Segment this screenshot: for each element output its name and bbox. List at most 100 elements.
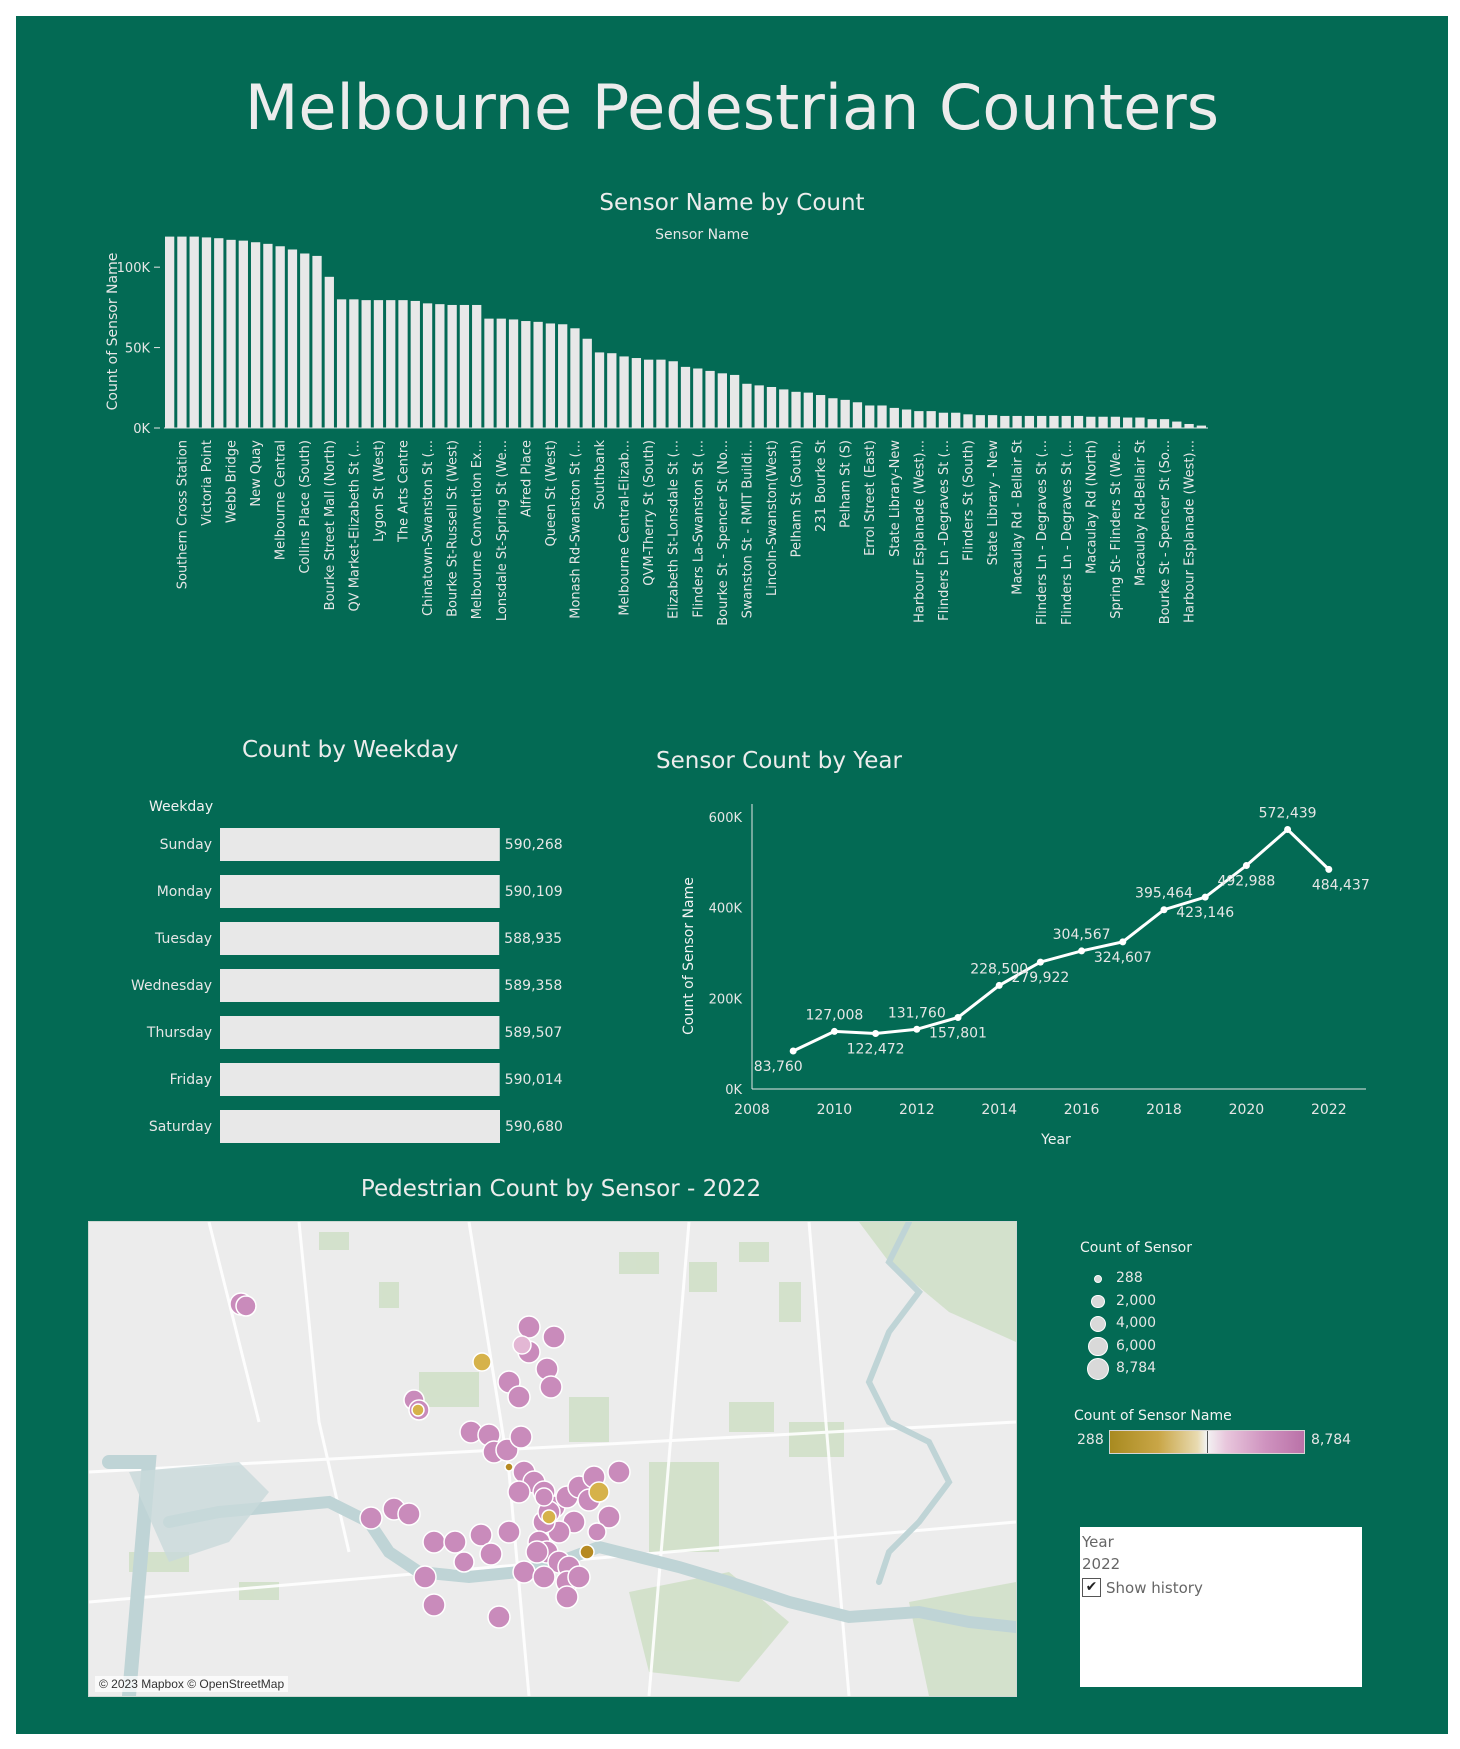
map-attribution[interactable]: © 2023 Mapbox © OpenStreetMap [95,1676,289,1692]
year-point [1036,958,1044,966]
sensor-bar [435,304,445,428]
year-x-tick-label: 2012 [899,1102,935,1118]
weekday-label: Monday [157,884,212,900]
sensor-y-axis-label: Count of Sensor Name [105,253,121,411]
sensor-bar [668,361,678,428]
year-x-axis-label: Year [1040,1132,1071,1148]
sensor-category-label: Lygon St (West) [372,440,387,542]
year-data-label: 228,500 [970,961,1028,977]
year-data-label: 131,760 [888,1005,946,1021]
show-history-checkbox[interactable]: ✔ [1082,1578,1101,1597]
sensor-point [607,1460,631,1484]
sensor-bar [508,319,519,428]
year-data-label: 423,146 [1176,905,1234,921]
weekday-data-label: 590,268 [505,837,563,853]
year-data-label: 484,437 [1312,877,1370,893]
year-filter[interactable]: Year 2022 ✔ Show history [1080,1527,1362,1687]
sensor-category-label: Flinders Ln -Degraves St (... [937,440,952,621]
sensor-point [509,1425,533,1449]
map-parks [129,1222,1016,1696]
sensor-bar [852,402,863,428]
weekday-data-label: 589,507 [504,1025,562,1041]
sensor-point [422,1593,446,1617]
size-legend-label: 8,784 [1116,1360,1157,1376]
map-canvas[interactable] [89,1222,1016,1696]
year-point [1160,906,1168,914]
color-ramp-midline [1207,1431,1208,1453]
sensor-bar [865,405,875,428]
sensor-category-label: Monash Rd-Swanston St (... [568,440,583,619]
sensor-bar [889,407,899,428]
sensor-category-label: Macaulay Rd (North) [1084,440,1099,574]
year-data-label: 83,760 [754,1059,803,1075]
sensor-category-label: Macaulay Rd-Bellair St [1133,440,1148,586]
size-legend-dot [1091,1294,1105,1309]
weekday-bar [220,1110,500,1143]
sensor-bar [373,300,384,428]
sensor-category-label: Flinders La-Swanston St (... [691,440,706,618]
sensor-category-label: Pelham St (South) [790,440,805,557]
sensor-point [539,1375,563,1399]
sensor-bar [459,304,470,428]
weekday-axis-header: Weekday [149,799,213,815]
sensor-category-label: Victoria Point [200,440,215,526]
sensor-bar [914,411,924,428]
weekday-data-label: 588,935 [504,931,562,947]
map-sensor-points [229,1292,631,1629]
sensor-bar [521,321,531,428]
sensor-point [469,1523,493,1547]
year-point [1325,865,1333,873]
sensor-map[interactable]: © 2023 Mapbox © OpenStreetMap [88,1221,1017,1697]
weekday-bar [220,828,500,861]
weekday-label: Friday [170,1072,212,1088]
sensor-bar [275,246,285,428]
sensor-category-label: Harbour Esplanade (West)... [1183,440,1198,623]
show-history-label[interactable]: Show history [1106,1579,1203,1597]
sensor-bar [496,318,506,428]
year-point [872,1029,880,1037]
sensor-point [525,1540,549,1564]
sensor-category-label: State Library - New [986,440,1001,566]
dashboard: Melbourne Pedestrian Counters Sensor Nam… [16,16,1448,1734]
weekday-bar [220,1016,500,1049]
year-data-label: 492,988 [1217,874,1275,890]
sensor-bar [447,304,457,428]
year-data-label: 122,472 [847,1041,905,1057]
size-legend-label: 6,000 [1116,1337,1157,1354]
size-legend-label: 2,000 [1116,1292,1157,1309]
sensor-bar [336,299,347,428]
filter-value[interactable]: 2022 [1082,1555,1121,1573]
color-legend-min: 288 [1077,1432,1104,1448]
year-point [1284,825,1292,833]
sensor-point [504,1462,514,1472]
sensor-bar [1196,425,1206,428]
year-x-tick-label: 2008 [734,1102,770,1118]
sensor-category-label: Flinders Ln - Degraves St (... [1060,440,1075,625]
sensor-bar [189,236,199,428]
sensor-bar-chart: Sensor Name Count of Sensor Name 0K 50K 100K… [105,227,1208,626]
year-y-axis-label: Count of Sensor Name [681,877,697,1035]
sensor-bar [1110,416,1121,428]
sensor-bar [987,415,998,428]
sensor-point [588,1481,610,1503]
year-point [1201,893,1209,901]
sensor-bar [938,412,949,428]
sensor-category-label: Swanston St - RMIT Buildi... [740,440,755,618]
year-y-tick-label: 400K [709,902,743,917]
sensor-point [507,1385,531,1409]
sensor-category-label: Flinders Ln - Degraves St (... [1035,440,1050,625]
size-legend-label: 288 [1116,1270,1143,1286]
weekday-bar [220,922,500,955]
sensor-bar [791,391,801,428]
sensor-point [359,1506,383,1530]
sensor-category-label: Melbourne Central [274,440,289,560]
sensor-point [542,1325,566,1349]
sensor-category-label: Bourke Street Mall (North) [323,440,338,610]
year-line-chart: 0K 200K 400K 600K 2008 2010 2012 2014 2016 2018 20… [681,804,1370,1148]
sensor-bar [349,299,359,428]
sensor-bar [1037,415,1047,428]
weekday-label: Thursday [146,1025,212,1041]
sensor-category-label: Southbank [593,440,608,510]
sensor-category-label: The Arts Centre [397,440,412,543]
sensor-point [517,1315,541,1339]
